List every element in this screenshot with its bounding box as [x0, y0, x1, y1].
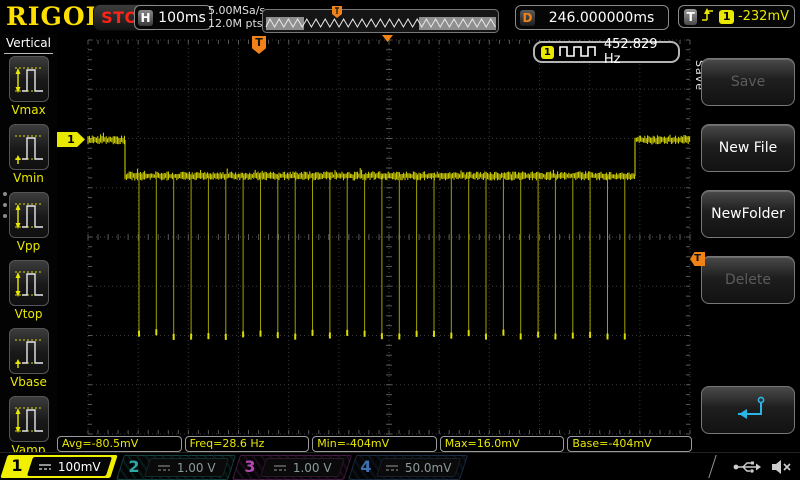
channel-4-status[interactable]: 4 50.0mV: [347, 455, 469, 480]
dc-coupling-icon: [158, 465, 171, 471]
sidebar-item-label: Vbase: [10, 375, 47, 389]
horizontal-timebase-box[interactable]: H 100ms: [134, 5, 212, 30]
channel-number: 2: [128, 457, 140, 476]
channel-scale: 1.00 V: [177, 460, 216, 475]
softkey-newfolder[interactable]: NewFolder: [701, 190, 795, 238]
measurement-readout: Freq=28.6 Hz: [184, 436, 310, 452]
delay-box[interactable]: D 246.000000ms: [515, 5, 669, 30]
dc-coupling-icon: [39, 464, 52, 470]
return-arrow-icon: [725, 394, 771, 426]
trigger-box[interactable]: T 1 -232mV: [678, 5, 795, 28]
delay-value: 246.000000ms: [548, 9, 655, 26]
right-menu: Save Save New File NewFolder Delete: [692, 34, 800, 452]
measurement-readout: Base=-404mV: [567, 436, 692, 452]
measurement-readout: Avg=-80.5mV: [57, 436, 182, 452]
memory-position-bar: [262, 5, 500, 33]
vpp-icon: [8, 192, 49, 238]
trigger-level-marker[interactable]: T: [690, 252, 705, 266]
sidebar-item-vamp[interactable]: Vamp: [0, 396, 57, 462]
sidebar-item-vtop[interactable]: Vtop: [0, 260, 57, 326]
waveform-display: 1 452.829 Hz 1 T T: [57, 34, 705, 436]
sidebar-item-vbase[interactable]: Vbase: [0, 328, 57, 394]
vamp-icon: [8, 396, 49, 442]
frequency-value: 452.829 Hz: [603, 37, 658, 67]
softkey-save[interactable]: Save: [701, 58, 795, 106]
channel-number: 1: [11, 456, 23, 475]
graticule: [87, 39, 691, 435]
channel-scale: 1.00 V: [293, 460, 332, 475]
waveform-spikes: [138, 176, 626, 340]
channel-scale: 100mV: [58, 459, 101, 474]
measurement-readout: Min=-404mV: [312, 436, 437, 452]
frequency-counter: 1 452.829 Hz: [533, 37, 680, 67]
channel-1-status[interactable]: 1 100mV: [0, 455, 118, 478]
usb-icon: [732, 459, 762, 479]
horizontal-center-marker-icon: [382, 35, 393, 42]
sample-rate: 5.00MSa/s: [208, 4, 266, 17]
memory-depth: 12.0M pts: [208, 17, 263, 30]
vbase-icon: [8, 328, 49, 374]
timebase-value: 100ms: [158, 9, 206, 26]
sidebar-item-label: Vtop: [14, 307, 43, 321]
trigger-source-badge: 1: [719, 9, 734, 24]
left-menu: Vertical Vmax Vmin Vpp Vtop Vbase Vamp: [0, 34, 57, 457]
sidebar-item-vmax[interactable]: Vmax: [0, 56, 57, 122]
menu-back-button[interactable]: [701, 386, 795, 434]
channel-status-bar: 1 100mV 2 1.00 V 3 1.00 V 4 50.0mV: [0, 452, 800, 480]
sidebar-item-vmin[interactable]: Vmin: [0, 124, 57, 190]
sidebar-item-vpp[interactable]: Vpp: [0, 192, 57, 258]
channel-scale: 50.0mV: [405, 460, 452, 475]
delay-icon: D: [520, 9, 535, 26]
dc-coupling-icon: [386, 465, 399, 471]
dc-coupling-icon: [274, 465, 287, 471]
status-bar-divider: [708, 455, 717, 478]
trigger-icon: T: [684, 8, 698, 25]
sidebar-item-label: Vmin: [13, 171, 44, 185]
trigger-level-value: -232mV: [737, 9, 789, 24]
freq-counter-channel-badge: 1: [541, 45, 554, 59]
acquisition-info: 5.00MSa/s 12.0M pts: [208, 4, 265, 30]
left-menu-title: Vertical: [4, 36, 53, 54]
channel-3-status[interactable]: 3 1.00 V: [231, 455, 353, 480]
trigger-position-marker[interactable]: T: [252, 36, 266, 54]
softkey-new-file[interactable]: New File: [701, 124, 795, 172]
softkey-delete[interactable]: Delete: [701, 256, 795, 304]
vmin-icon: [8, 124, 49, 170]
measurement-readout: Max=16.0mV: [439, 436, 565, 452]
speaker-muted-icon: [770, 459, 792, 479]
measurement-bar: Avg=-80.5mV Freq=28.6 Hz Min=-404mV Max=16.…: [57, 436, 692, 452]
vtop-icon: [8, 260, 49, 306]
top-bar: RIGOL STOP H 100ms 5.00MSa/s 12.0M pts D…: [0, 0, 800, 35]
horizontal-icon: H: [138, 9, 153, 26]
sidebar-item-label: Vmax: [11, 103, 46, 117]
square-wave-icon: [559, 43, 599, 62]
menu-page-dots: [3, 192, 7, 225]
channel-number: 4: [360, 457, 372, 476]
sidebar-item-label: Vpp: [16, 239, 41, 253]
channel-2-status[interactable]: 2 1.00 V: [115, 455, 237, 480]
rising-edge-icon: [701, 6, 715, 28]
vmax-icon: [8, 56, 49, 102]
rigol-logo: RIGOL: [6, 2, 105, 31]
channel1-offset-marker[interactable]: 1: [57, 132, 85, 147]
channel-number: 3: [244, 457, 256, 476]
